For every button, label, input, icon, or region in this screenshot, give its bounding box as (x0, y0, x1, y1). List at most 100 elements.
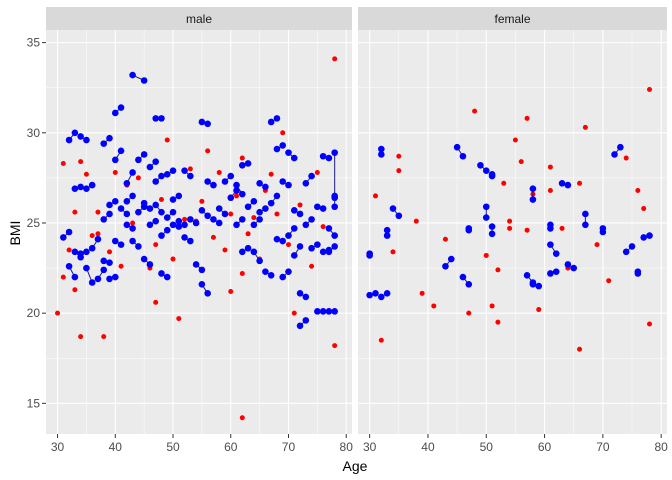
single-point (60, 160, 66, 166)
repeated-point (77, 250, 84, 257)
repeated-point (547, 270, 554, 277)
single-point (396, 153, 402, 159)
single-point (332, 343, 338, 349)
facet-panel-female: female (358, 7, 667, 434)
repeated-point (215, 219, 223, 227)
repeated-point (158, 208, 165, 216)
repeated-point (88, 181, 96, 189)
repeated-point (175, 192, 183, 200)
repeated-point (140, 151, 148, 158)
repeated-point (239, 216, 246, 223)
repeated-point (325, 308, 333, 315)
repeated-point (622, 248, 630, 256)
single-point (72, 287, 78, 293)
repeated-point (290, 154, 298, 162)
repeated-point (129, 169, 136, 176)
repeated-point (552, 268, 560, 275)
repeated-point (158, 232, 165, 239)
repeated-point (169, 208, 177, 216)
repeated-point (146, 163, 154, 171)
single-point (107, 249, 113, 255)
repeated-point (140, 77, 148, 84)
single-point (577, 180, 583, 186)
single-point (559, 225, 565, 231)
repeated-point (227, 194, 235, 202)
repeated-point (163, 273, 171, 281)
repeated-point (523, 271, 531, 279)
single-point (501, 180, 507, 186)
repeated-point (465, 225, 473, 232)
repeated-point (273, 235, 281, 243)
repeated-point (158, 270, 165, 277)
repeated-point (314, 308, 321, 315)
repeated-point (181, 221, 188, 229)
repeated-point (453, 143, 461, 151)
single-point (641, 206, 647, 212)
repeated-point (111, 109, 119, 117)
repeated-point (477, 161, 484, 169)
repeated-point (366, 291, 373, 299)
single-point (187, 166, 193, 172)
x-tick-label: 70 (596, 440, 610, 454)
repeated-point (135, 208, 142, 216)
single-point (205, 148, 211, 154)
single-point (442, 236, 448, 242)
repeated-point (135, 243, 142, 250)
repeated-point (117, 241, 125, 248)
single-point (309, 263, 315, 269)
single-point (524, 115, 530, 121)
repeated-point (198, 207, 206, 214)
single-point (228, 211, 234, 217)
repeated-point (285, 232, 292, 239)
single-point (101, 334, 107, 340)
repeated-point (331, 203, 338, 211)
repeated-point (233, 181, 240, 189)
single-point (222, 247, 228, 253)
repeated-point (582, 221, 589, 229)
repeated-point (529, 281, 537, 288)
single-point (594, 242, 600, 248)
single-point (170, 256, 176, 262)
single-point (274, 211, 280, 217)
repeated-point (617, 143, 624, 151)
single-point (536, 307, 542, 313)
repeated-point (378, 151, 385, 158)
repeated-point (325, 225, 333, 232)
repeated-point (482, 167, 490, 174)
repeated-point (319, 248, 327, 256)
repeated-point (244, 203, 252, 211)
single-point (112, 169, 118, 175)
single-point (118, 263, 124, 269)
repeated-point (83, 264, 90, 272)
repeated-point (175, 217, 183, 225)
repeated-point (146, 261, 154, 268)
single-point (489, 303, 495, 309)
repeated-point (442, 262, 449, 270)
single-point (130, 220, 136, 226)
repeated-point (187, 237, 194, 245)
repeated-point (158, 115, 165, 122)
repeated-point (215, 205, 223, 212)
repeated-point (302, 221, 310, 229)
single-point (158, 197, 164, 203)
y-tick-label: 20 (27, 306, 41, 320)
repeated-point (308, 172, 315, 180)
single-point (635, 188, 641, 194)
repeated-point (383, 226, 391, 234)
single-point (647, 87, 653, 93)
repeated-point (88, 279, 96, 286)
repeated-point (163, 214, 171, 221)
repeated-point (111, 273, 119, 281)
repeated-point (135, 156, 142, 164)
repeated-point (325, 248, 333, 256)
single-point (135, 175, 141, 181)
single-point (297, 202, 303, 208)
repeated-point (256, 257, 263, 265)
single-point (280, 130, 286, 136)
single-point (378, 337, 384, 343)
repeated-point (129, 71, 136, 79)
single-point (153, 299, 159, 305)
repeated-point (111, 156, 119, 164)
repeated-point (273, 115, 281, 122)
repeated-point (250, 198, 258, 205)
